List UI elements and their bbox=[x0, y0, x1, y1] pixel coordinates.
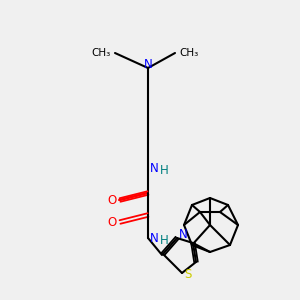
Text: O: O bbox=[108, 194, 117, 206]
Text: N: N bbox=[144, 58, 152, 71]
Text: CH₃: CH₃ bbox=[179, 48, 198, 58]
Text: N: N bbox=[150, 163, 159, 176]
Text: N: N bbox=[150, 232, 159, 244]
Text: O: O bbox=[108, 215, 117, 229]
Text: CH₃: CH₃ bbox=[92, 48, 111, 58]
Text: H: H bbox=[160, 233, 169, 247]
Text: N: N bbox=[179, 229, 188, 242]
Text: H: H bbox=[160, 164, 169, 176]
Text: S: S bbox=[184, 268, 191, 281]
